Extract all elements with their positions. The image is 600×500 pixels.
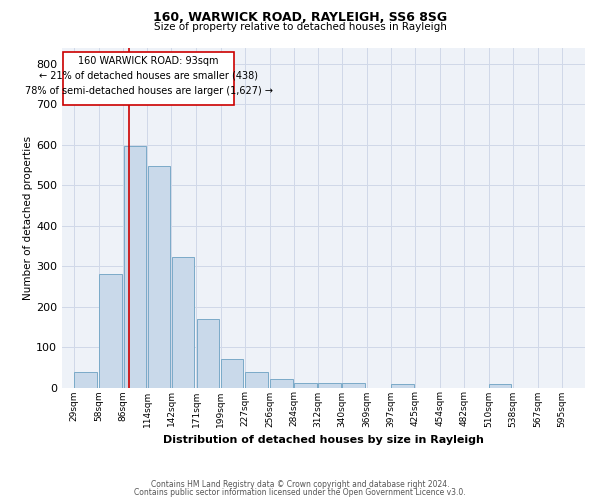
Bar (343, 384, 365, 388)
Text: 160 WARWICK ROAD: 93sqm: 160 WARWICK ROAD: 93sqm (79, 56, 219, 66)
Text: ← 21% of detached houses are smaller (438): ← 21% of detached houses are smaller (43… (39, 71, 258, 81)
Text: 78% of semi-detached houses are larger (1,627) →: 78% of semi-detached houses are larger (… (25, 86, 272, 96)
Text: Contains HM Land Registry data © Crown copyright and database right 2024.: Contains HM Land Registry data © Crown c… (151, 480, 449, 489)
Bar (172, 257, 194, 388)
FancyBboxPatch shape (63, 52, 235, 105)
Bar (489, 384, 511, 388)
Bar (221, 359, 244, 388)
Bar (148, 166, 170, 388)
Bar (100, 274, 122, 388)
Text: Size of property relative to detached houses in Rayleigh: Size of property relative to detached ho… (154, 22, 446, 32)
Bar (245, 372, 268, 388)
X-axis label: Distribution of detached houses by size in Rayleigh: Distribution of detached houses by size … (163, 435, 484, 445)
Text: 160, WARWICK ROAD, RAYLEIGH, SS6 8SG: 160, WARWICK ROAD, RAYLEIGH, SS6 8SG (153, 11, 447, 24)
Bar (294, 382, 317, 388)
Bar (391, 384, 414, 388)
Bar (318, 384, 341, 388)
Text: Contains public sector information licensed under the Open Government Licence v3: Contains public sector information licen… (134, 488, 466, 497)
Y-axis label: Number of detached properties: Number of detached properties (23, 136, 33, 300)
Bar (124, 146, 146, 388)
Bar (74, 372, 97, 388)
Bar (270, 378, 293, 388)
Bar (197, 318, 220, 388)
